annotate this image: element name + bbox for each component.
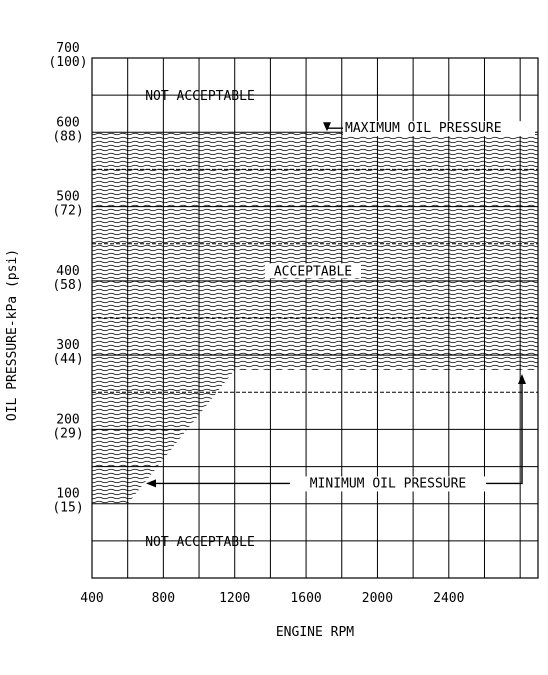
y-tick-label-psi: (29) xyxy=(52,426,83,441)
x-tick-label: 2400 xyxy=(433,591,464,606)
y-tick-label-kpa: 600 xyxy=(56,115,79,130)
min-label-bg xyxy=(290,476,486,492)
y-tick-label-kpa: 100 xyxy=(56,487,79,502)
x-tick-label: 1600 xyxy=(290,591,321,606)
max-label-bg xyxy=(343,121,535,137)
y-tick-label-psi: (100) xyxy=(48,55,87,70)
y-tick-label-psi: (15) xyxy=(52,501,83,516)
not-acceptable-top-label: NOT ACCEPTABLE xyxy=(145,89,255,104)
plot-border xyxy=(91,57,539,579)
x-tick-label: 2000 xyxy=(362,591,393,606)
annotations: NOT ACCEPTABLE NOT ACCEPTABLE ACCEPTABLE MA… xyxy=(145,89,535,550)
y-tick-label-psi: (58) xyxy=(52,278,83,293)
x-axis-label: ENGINE RPM xyxy=(276,625,354,640)
y-tick-label-kpa: 400 xyxy=(56,264,79,279)
y-tick-label-psi: (44) xyxy=(52,352,83,367)
min-oil-pressure-label: MINIMUM OIL PRESSURE xyxy=(310,476,467,491)
y-tick-label-kpa: 500 xyxy=(56,190,79,205)
max-oil-pressure-label: MAXIMUM OIL PRESSURE xyxy=(345,121,502,136)
acceptable-label-bg xyxy=(265,263,361,279)
x-tick-label: 800 xyxy=(152,591,175,606)
y-tick-label-psi: (72) xyxy=(52,204,83,219)
acceptable-label: ACCEPTABLE xyxy=(274,264,352,279)
x-tick-label: 400 xyxy=(80,591,103,606)
min-leader-right xyxy=(486,380,523,485)
y-tick-label-kpa: 700 xyxy=(56,41,79,56)
min-arrowhead-right xyxy=(518,374,526,384)
y-tick-label-kpa: 200 xyxy=(56,412,79,427)
y-tick-label-psi: (88) xyxy=(52,129,83,144)
not-acceptable-bottom-label: NOT ACCEPTABLE xyxy=(145,535,255,550)
max-oil-pressure-arrowhead xyxy=(323,122,331,132)
x-tick-label: 1200 xyxy=(219,591,250,606)
axis-ticks: 400 800 1200 1600 2000 2400100(15)200(29)300(… xyxy=(48,41,464,606)
min-arrowhead-left xyxy=(146,479,156,488)
y-axis-label: OIL PRESSURE-kPa (psi) xyxy=(5,249,20,421)
y-tick-label-kpa: 300 xyxy=(56,338,79,353)
